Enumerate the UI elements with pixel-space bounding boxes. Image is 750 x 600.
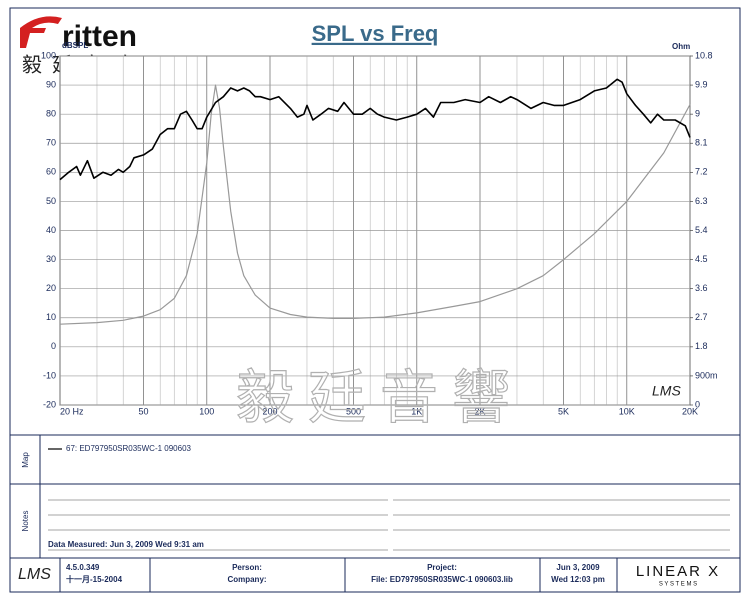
chart-title: SPL vs Freq bbox=[312, 21, 439, 46]
y-axis-label: dBSPL bbox=[62, 41, 88, 50]
y-tick-label: 100 bbox=[41, 50, 56, 60]
y-tick-label: 0 bbox=[51, 341, 56, 351]
x-tick-label: 10K bbox=[619, 406, 635, 416]
y2-axis-label: Ohm bbox=[672, 42, 690, 51]
y-tick-label: 40 bbox=[46, 225, 56, 235]
y-tick-label: -20 bbox=[43, 399, 56, 409]
logo-swoosh bbox=[20, 16, 62, 48]
map-label: Map bbox=[21, 452, 30, 468]
y-tick-label: 50 bbox=[46, 196, 56, 206]
file: File: ED797950SR035WC-1 090603.lib bbox=[371, 575, 513, 584]
legend: 67: ED797950SR035WC-1 090603 bbox=[48, 444, 192, 453]
y-tick-label: 20 bbox=[46, 283, 56, 293]
measured-note: Data Measured: Jun 3, 2009 Wed 9:31 am bbox=[48, 540, 204, 549]
y2-tick-label: 7.2 bbox=[695, 167, 708, 177]
logo-brand: ritten bbox=[62, 20, 137, 53]
x-tick-label: 200 bbox=[262, 406, 277, 416]
plot-mark: LMS bbox=[652, 383, 681, 399]
watermark: 毅廷音響 bbox=[236, 365, 524, 430]
y2-tick-label: 900m bbox=[695, 370, 718, 380]
x-tick-label: 2K bbox=[474, 406, 485, 416]
note-lines bbox=[48, 499, 730, 531]
x-tick-label: 50 bbox=[139, 406, 149, 416]
y2-tick-label: 0 bbox=[695, 399, 700, 409]
y2-tick-label: 9 bbox=[695, 109, 700, 119]
plot: 20 Hz 50 100 200 500 1K 2K 5K 10K 20K-20-10010203… bbox=[41, 50, 718, 416]
series-line bbox=[59, 84, 691, 325]
y-tick-label: 10 bbox=[46, 312, 56, 322]
x-tick-label: 500 bbox=[346, 406, 361, 416]
y-tick-label: -10 bbox=[43, 370, 56, 380]
y-tick-label: 60 bbox=[46, 167, 56, 177]
series-line bbox=[59, 78, 691, 181]
footer-logo: LMS bbox=[18, 566, 51, 583]
time: Wed 12:03 pm bbox=[551, 575, 605, 584]
info-table: Map Notes 67: ED797950SR035WC-1 090603 D… bbox=[10, 434, 740, 592]
project: Project: bbox=[427, 563, 457, 572]
notes-label: Notes bbox=[21, 511, 30, 532]
footer-rules bbox=[59, 558, 618, 592]
vendor: LINEAR X bbox=[636, 563, 720, 580]
x-tick-label: 20 Hz bbox=[60, 406, 84, 416]
company: Company: bbox=[227, 575, 266, 584]
person: Person: bbox=[232, 563, 262, 572]
version: 4.5.0.349 bbox=[66, 563, 100, 572]
version-date: 十一月-15-2004 bbox=[66, 574, 123, 584]
y2-tick-label: 9.9 bbox=[695, 79, 708, 89]
y2-tick-label: 2.7 bbox=[695, 312, 708, 322]
x-tick-label: 1K bbox=[411, 406, 422, 416]
x-tick-label: 5K bbox=[558, 406, 569, 416]
y2-tick-label: 10.8 bbox=[695, 50, 713, 60]
y-tick-label: 30 bbox=[46, 254, 56, 264]
y-tick-label: 80 bbox=[46, 109, 56, 119]
y-tick-label: 90 bbox=[46, 79, 56, 89]
y-tick-label: 70 bbox=[46, 138, 56, 148]
y2-tick-label: 1.8 bbox=[695, 341, 708, 351]
y2-tick-label: 4.5 bbox=[695, 254, 708, 264]
x-tick-label: 20K bbox=[682, 406, 698, 416]
y2-tick-label: 5.4 bbox=[695, 225, 708, 235]
y2-tick-label: 8.1 bbox=[695, 138, 708, 148]
legend-label: 67: ED797950SR035WC-1 090603 bbox=[66, 444, 192, 453]
y2-tick-label: 6.3 bbox=[695, 196, 708, 206]
date: Jun 3, 2009 bbox=[556, 563, 600, 572]
y2-tick-label: 3.6 bbox=[695, 283, 708, 293]
x-tick-label: 100 bbox=[199, 406, 214, 416]
vendor-sub: S Y S T E M S bbox=[659, 582, 697, 588]
